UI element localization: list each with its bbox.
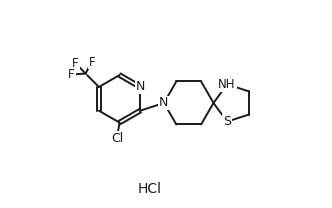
- Text: N: N: [135, 80, 145, 93]
- Text: F: F: [68, 68, 75, 81]
- Text: F: F: [88, 56, 95, 69]
- Text: S: S: [223, 115, 231, 128]
- Text: Cl: Cl: [111, 132, 124, 145]
- Text: N: N: [159, 97, 169, 109]
- Text: HCl: HCl: [137, 182, 161, 196]
- Text: F: F: [72, 57, 79, 70]
- Text: NH: NH: [218, 78, 236, 91]
